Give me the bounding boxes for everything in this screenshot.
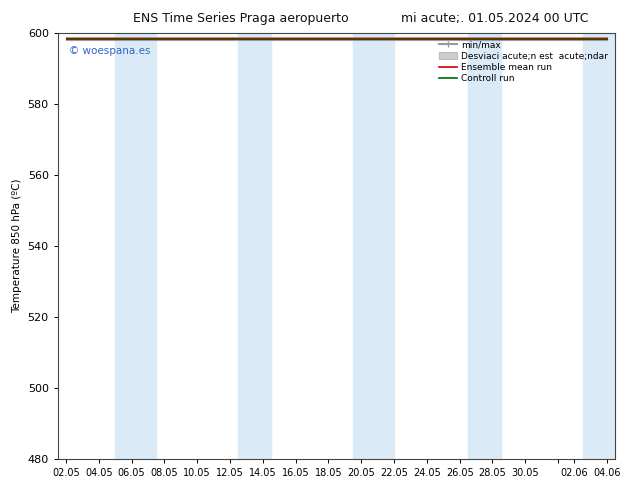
Legend: min/max, Desviaci acute;n est  acute;ndar, Ensemble mean run, Controll run: min/max, Desviaci acute;n est acute;ndar… — [436, 38, 611, 86]
Text: © woespana.es: © woespana.es — [69, 46, 150, 56]
Bar — [583, 33, 616, 459]
Y-axis label: Temperature 850 hPa (ºC): Temperature 850 hPa (ºC) — [12, 179, 22, 313]
Bar — [115, 33, 156, 459]
Text: mi acute;. 01.05.2024 00 UTC: mi acute;. 01.05.2024 00 UTC — [401, 12, 588, 25]
Text: ENS Time Series Praga aeropuerto: ENS Time Series Praga aeropuerto — [133, 12, 349, 25]
Bar — [353, 33, 394, 459]
Bar — [238, 33, 271, 459]
Bar — [468, 33, 501, 459]
